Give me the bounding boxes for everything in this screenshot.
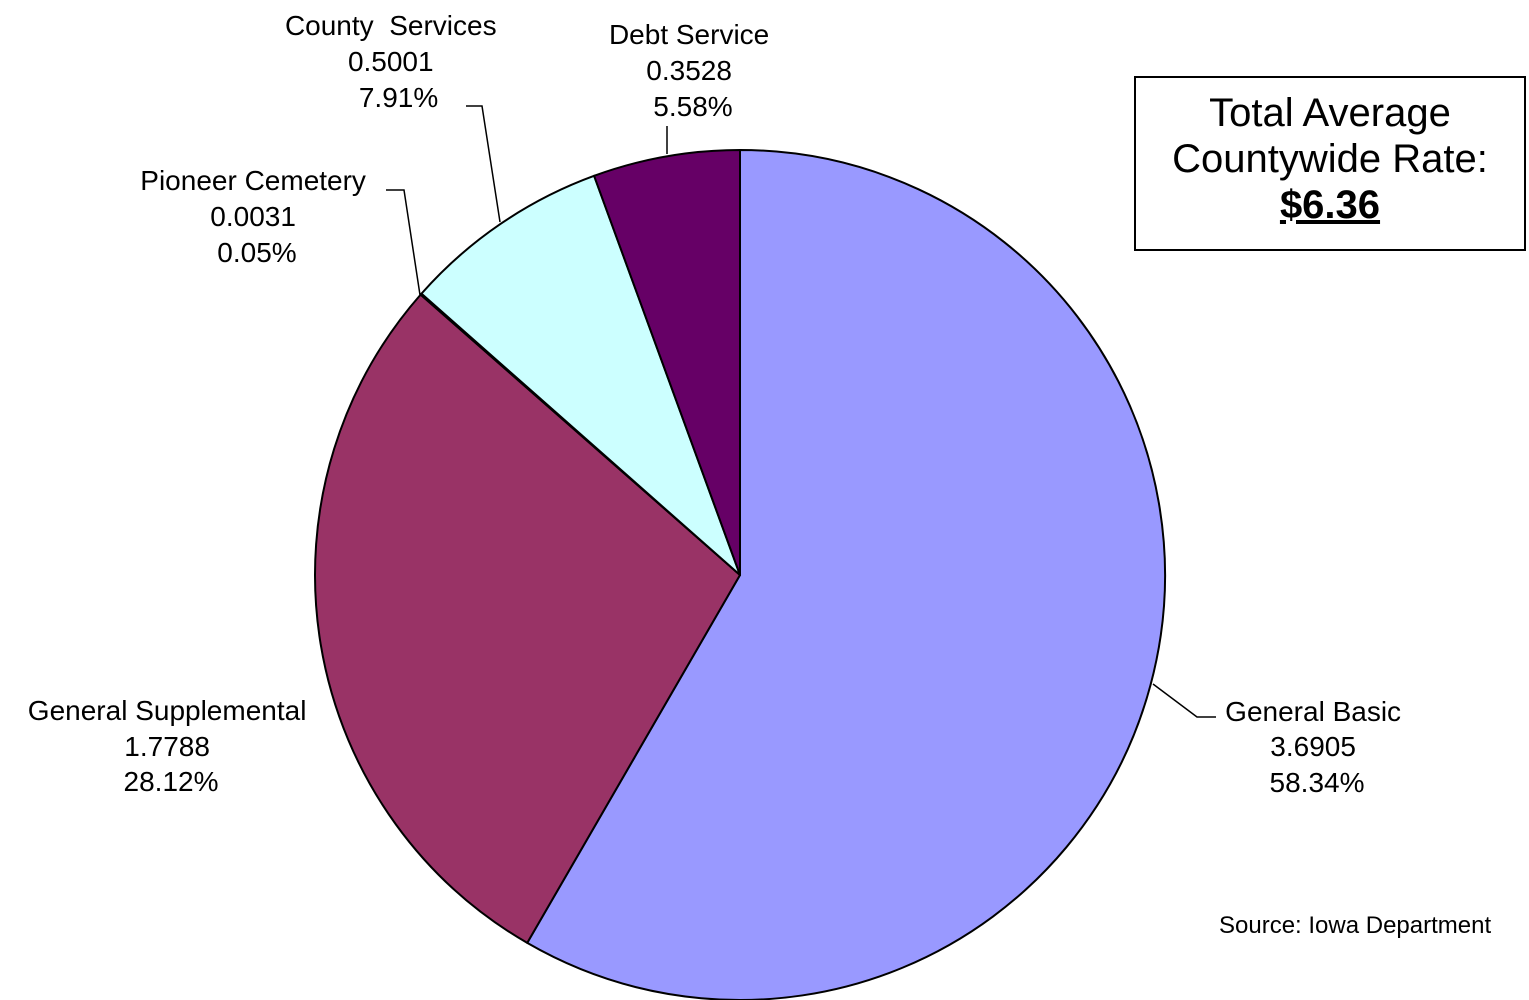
pie-slice-general-supplemental [314, 293, 741, 944]
label-pioneer-cemetery: Pioneer Cemetery 0.0031 0.05% [140, 165, 373, 268]
source-note: Source: Iowa Department [1219, 912, 1492, 939]
leader-lines [386, 105, 1216, 718]
label-general-supplemental: General Supplemental 1.7788 28.12% [28, 695, 314, 797]
label-general-basic: General Basic 3.6905 58.34% [1225, 696, 1409, 798]
leader-line-general-basic [1152, 683, 1216, 718]
pie-slices [314, 149, 1167, 1000]
pie-slice-county-services [420, 174, 741, 576]
total-rate-line-1: Total Average [1209, 91, 1451, 135]
leader-line-county-services [466, 105, 501, 223]
pie-slice-debt-service [593, 149, 741, 576]
slice-labels: General Basic 3.6905 58.34% General Supp… [0, 0, 1409, 798]
label-debt-service: Debt Service 0.3528 5.58% [609, 19, 777, 122]
total-rate-value: $6.36 [1279, 183, 1381, 227]
total-rate-line-2: Countywide Rate: [1172, 137, 1488, 181]
leader-line-pioneer-cemetery [386, 189, 421, 296]
total-rate-box: Total Average Countywide Rate: $6.36 [1134, 76, 1526, 251]
label-county-services: County Services 0.5001 7.91% [0, 0, 551, 113]
